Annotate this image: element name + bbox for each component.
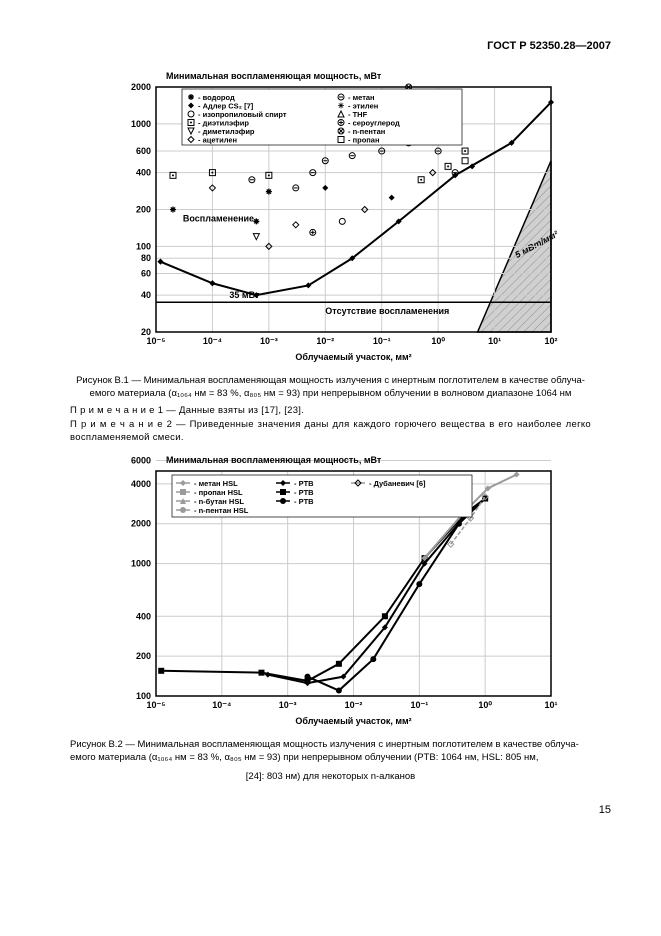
svg-text:200: 200 bbox=[135, 205, 150, 215]
svg-text:Облучаемый участок, мм²: Облучаемый участок, мм² bbox=[295, 352, 411, 362]
svg-text:Облучаемый участок, мм²: Облучаемый участок, мм² bbox=[295, 716, 411, 726]
note-1: П р и м е ч а н и е 1 — Данные взяты из … bbox=[70, 405, 591, 418]
svg-text:4000: 4000 bbox=[130, 479, 150, 489]
svg-text:- пропан: - пропан bbox=[348, 136, 380, 145]
caption-text: емого материала (α₁₀₆₄ нм = 83 %, α₈₀₅ н… bbox=[70, 752, 538, 763]
svg-text:10⁰: 10⁰ bbox=[431, 336, 445, 346]
svg-text:400: 400 bbox=[135, 168, 150, 178]
svg-text:200: 200 bbox=[135, 651, 150, 661]
svg-text:400: 400 bbox=[135, 611, 150, 621]
svg-text:Воспламенение: Воспламенение bbox=[182, 213, 253, 223]
svg-text:10⁰: 10⁰ bbox=[478, 700, 492, 710]
svg-text:100: 100 bbox=[135, 241, 150, 251]
svg-text:1000: 1000 bbox=[130, 559, 150, 569]
svg-text:600: 600 bbox=[135, 146, 150, 156]
doc-header: ГОСТ Р 52350.28—2007 bbox=[50, 40, 611, 52]
svg-text:60: 60 bbox=[140, 269, 150, 279]
svg-text:10⁻²: 10⁻² bbox=[344, 700, 362, 710]
svg-text:2000: 2000 bbox=[130, 519, 150, 529]
caption-text: емого материала (α₁₀₆₄ нм = 83 %, α₈₀₅ н… bbox=[90, 388, 572, 399]
svg-text:10⁻⁴: 10⁻⁴ bbox=[202, 336, 221, 346]
svg-text:80: 80 bbox=[140, 253, 150, 263]
figure-b2-caption: Рисунок В.2 — Минимальная воспламеняющая… bbox=[70, 739, 591, 765]
figure-b2-chart: 10⁻⁵ 10⁻⁴ 10⁻³ 10⁻² 10⁻¹ 10⁰ 10¹ 100 200 400 1000 2… bbox=[101, 451, 561, 731]
svg-text:Минимальная воспламеняющая мощ: Минимальная воспламеняющая мощность, мВт bbox=[166, 455, 382, 465]
svg-text:100: 100 bbox=[135, 691, 150, 701]
svg-text:20: 20 bbox=[140, 327, 150, 337]
svg-text:- пропан HSL: - пропан HSL bbox=[194, 488, 243, 497]
svg-text:10⁻⁴: 10⁻⁴ bbox=[212, 700, 231, 710]
svg-text:10⁻¹: 10⁻¹ bbox=[410, 700, 428, 710]
svg-text:Отсутствие воспламенения: Отсутствие воспламенения bbox=[325, 306, 449, 316]
svg-text:10⁻⁵: 10⁻⁵ bbox=[146, 700, 165, 710]
svg-text:- PTB: - PTB bbox=[294, 479, 314, 488]
svg-text:10⁻³: 10⁻³ bbox=[278, 700, 296, 710]
svg-text:- Дубаневич [6]: - Дубаневич [6] bbox=[369, 479, 426, 488]
note-2: П р и м е ч а н и е 2 — Приведенные знач… bbox=[70, 419, 591, 445]
svg-text:- n-бутан HSL: - n-бутан HSL bbox=[194, 497, 244, 506]
svg-text:- n-пентан HSL: - n-пентан HSL bbox=[194, 506, 249, 515]
svg-text:10²: 10² bbox=[544, 336, 557, 346]
svg-text:1000: 1000 bbox=[130, 119, 150, 129]
svg-text:- PTB: - PTB bbox=[294, 497, 314, 506]
figure-b1-chart: 5 мВт/мм²10⁻⁵10⁻⁴10⁻³10⁻²10⁻¹10⁰10¹10²20… bbox=[101, 67, 561, 367]
svg-text:6000: 6000 bbox=[130, 456, 150, 466]
svg-text:10⁻²: 10⁻² bbox=[316, 336, 334, 346]
svg-text:Минимальная воспламеняющая мощ: Минимальная воспламеняющая мощность, мВт bbox=[166, 71, 382, 81]
figure-b1-caption: Рисунок В.1 — Минимальная воспламеняющая… bbox=[70, 375, 591, 401]
svg-text:- ацетилен: - ацетилен bbox=[198, 136, 237, 145]
svg-text:10⁻¹: 10⁻¹ bbox=[372, 336, 390, 346]
page-number: 15 bbox=[50, 804, 611, 816]
svg-text:10⁻³: 10⁻³ bbox=[259, 336, 277, 346]
figure-b2-caption-c: [24]: 803 нм) для некоторых n-алканов bbox=[70, 771, 591, 784]
svg-text:10⁻⁵: 10⁻⁵ bbox=[146, 336, 165, 346]
caption-text: Рисунок В.2 — Минимальная воспламеняющая… bbox=[70, 739, 579, 750]
svg-text:10¹: 10¹ bbox=[544, 700, 557, 710]
caption-text: Рисунок В.1 — Минимальная воспламеняющая… bbox=[76, 375, 585, 386]
svg-text:10¹: 10¹ bbox=[488, 336, 501, 346]
svg-text:40: 40 bbox=[140, 290, 150, 300]
svg-text:2000: 2000 bbox=[130, 82, 150, 92]
svg-text:- PTB: - PTB bbox=[294, 488, 314, 497]
svg-text:- метан HSL: - метан HSL bbox=[194, 479, 238, 488]
